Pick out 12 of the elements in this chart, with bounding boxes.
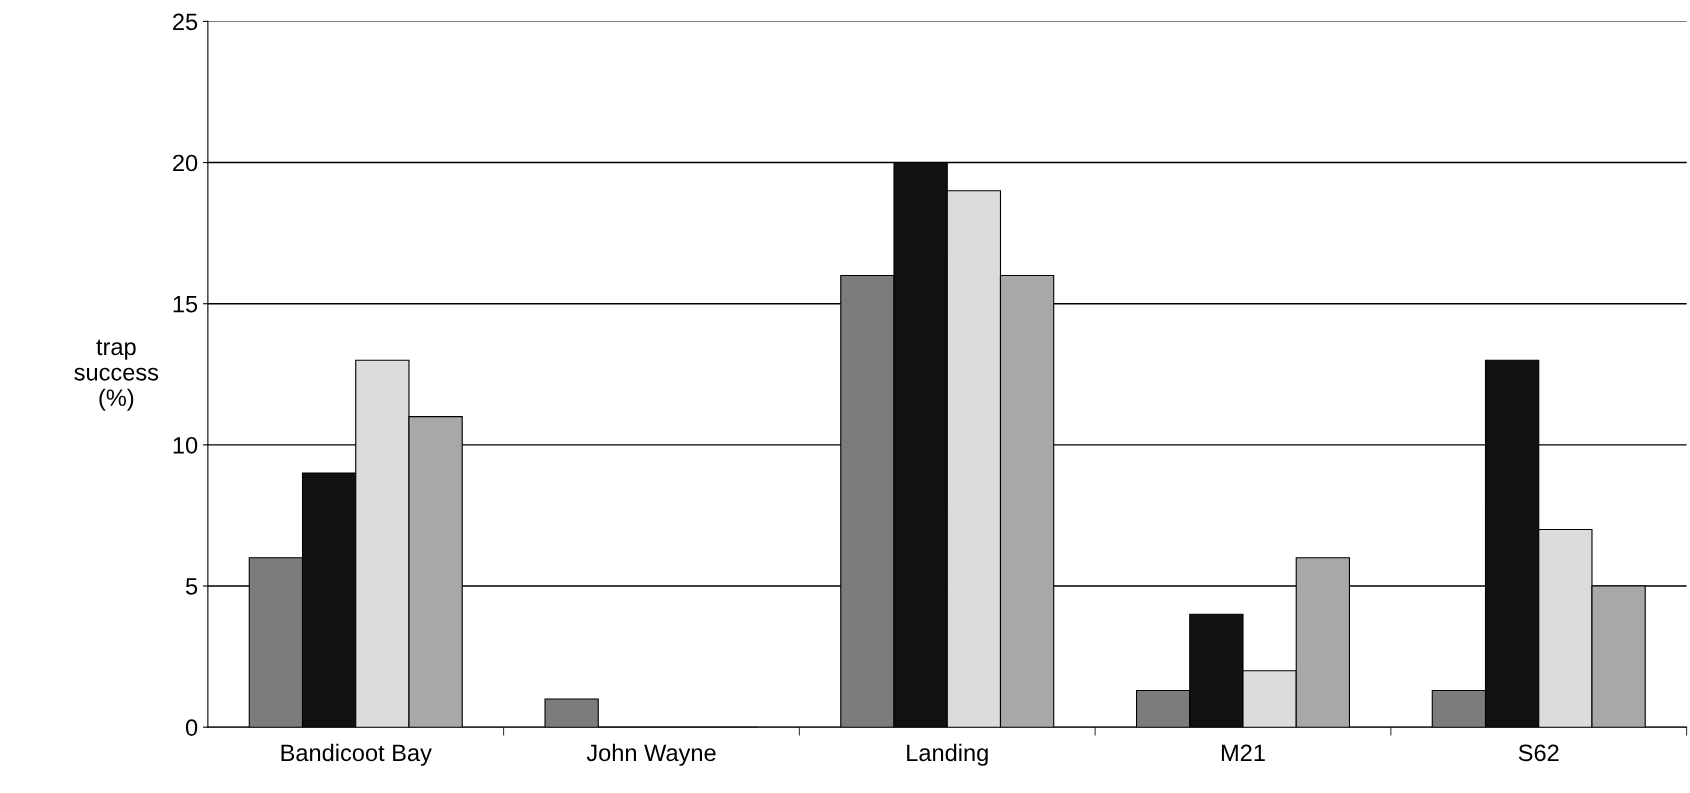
x-tick-label: Bandicoot Bay [281,743,432,766]
y-axis-title: trap success (%) [74,339,159,411]
x-tick-label: M21 [1221,744,1265,761]
y-tick-label: 15 [173,296,198,313]
y-tick-label: 10 [173,436,198,454]
y-tick-label: 20 [173,154,198,172]
x-tick-label: John Wayne [586,743,716,766]
y-tick-label: 25 [173,13,198,31]
y-tick-label: 5 [185,578,198,595]
x-tick-label: S62 [1518,744,1559,762]
x-tick-label: Landing [907,743,988,766]
y-tick-label: 0 [185,719,198,736]
